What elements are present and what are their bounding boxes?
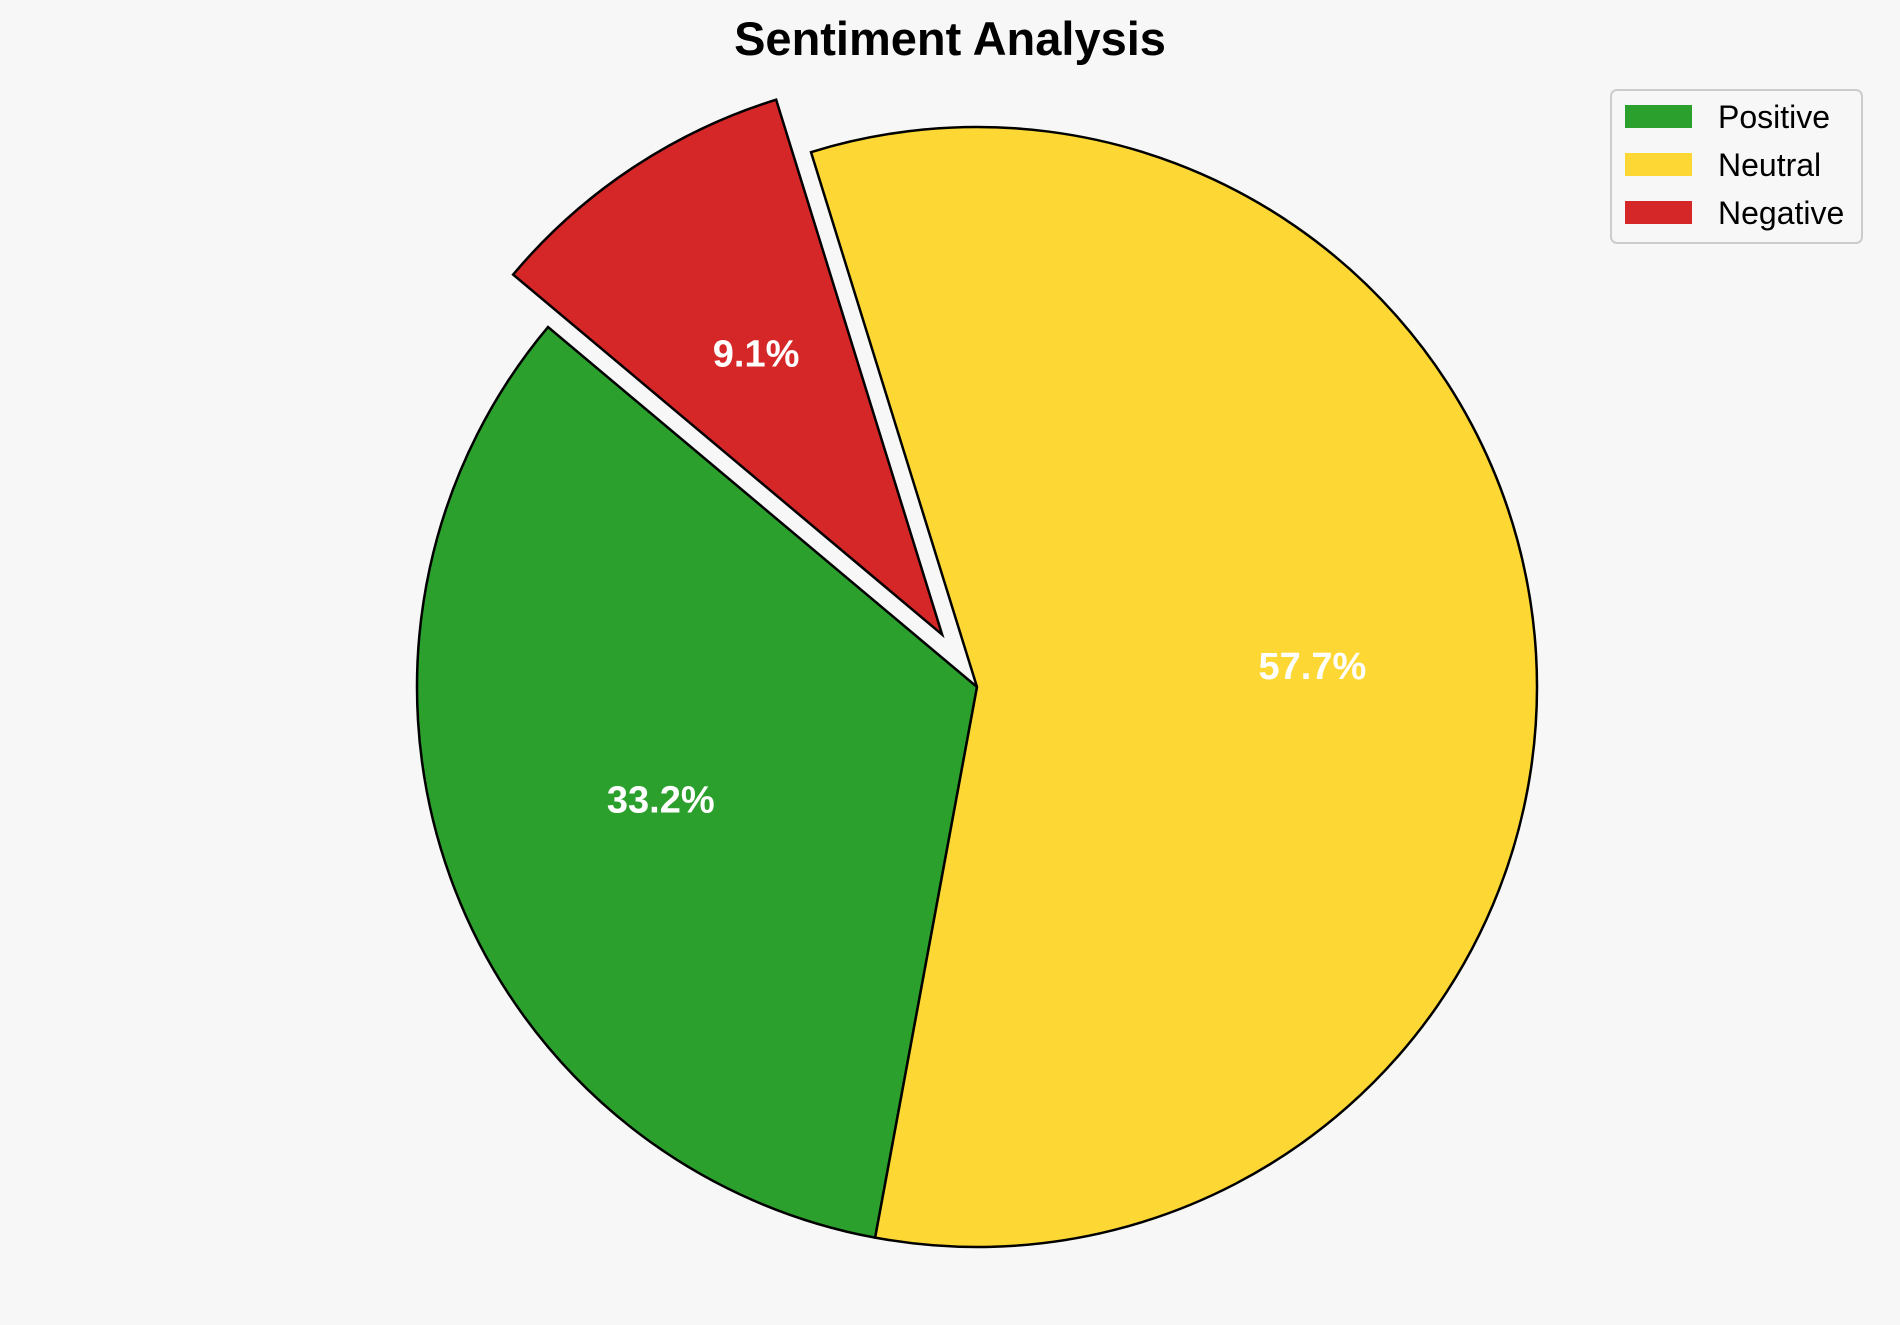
- legend-label-neutral: Neutral: [1718, 147, 1821, 183]
- legend-swatch-negative: [1625, 201, 1692, 224]
- legend-swatch-neutral: [1625, 153, 1692, 176]
- pie-labels: 33.2% 57.7% 9.1%: [607, 334, 1366, 822]
- legend-label-negative: Negative: [1718, 195, 1844, 231]
- legend: Positive Neutral Negative: [1610, 89, 1863, 244]
- pie-slice-negative: [511, 98, 945, 639]
- pie-label-positive: 33.2%: [607, 780, 715, 822]
- pie-label-negative: 9.1%: [713, 334, 800, 376]
- pie-slice-positive: [415, 325, 979, 1240]
- chart-title: Sentiment Analysis: [734, 12, 1166, 65]
- pie-slices: [415, 98, 1539, 1249]
- pie-label-neutral: 57.7%: [1259, 646, 1367, 688]
- legend-swatch-positive: [1625, 105, 1692, 128]
- legend-label-positive: Positive: [1718, 99, 1830, 135]
- pie-slice-neutral: [809, 125, 1539, 1249]
